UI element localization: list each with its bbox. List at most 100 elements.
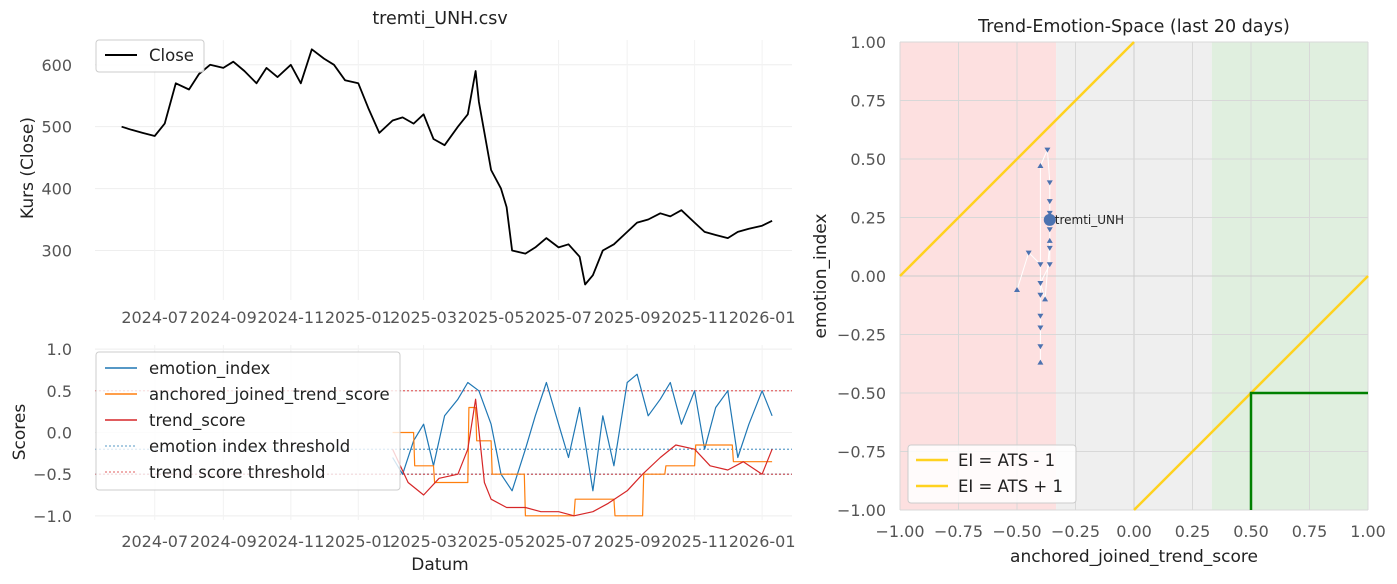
trend-emotion-trail-path (1016, 149, 1051, 363)
legend-label-emotion-index: emotion_index (149, 359, 271, 379)
price-y-axis-label: Kurs (Close) (18, 117, 38, 219)
scores-x-axis-label: Datum (411, 555, 469, 575)
price-x-tick-label: 2025-05 (458, 308, 525, 327)
price-x-tick-label: 2025-01 (325, 308, 392, 327)
scores-line-anchored-joined-trend-score (392, 406, 773, 517)
scores-x-tick-label: 2024-11 (257, 532, 324, 551)
trend-emotion-y-tick-label: 1.00 (850, 33, 886, 52)
price-y-tick-label: 400 (41, 180, 72, 199)
scores-x-tick-label: 2024-09 (190, 532, 257, 551)
scores-legend: emotion_index anchored_joined_trend_scor… (95, 351, 401, 491)
price-y-tick-label: 500 (41, 118, 72, 137)
scores-x-tick-label: 2025-09 (594, 532, 661, 551)
price-panel: tremti_UNH.csv Kurs (Close) 300 400 500 600… (18, 9, 796, 327)
trend-emotion-trail-point (1037, 163, 1044, 169)
price-x-tick-label: 2024-07 (121, 308, 188, 327)
trend-emotion-trail-point (1046, 245, 1053, 251)
scores-x-tick-label: 2025-03 (390, 532, 457, 551)
price-line-close (121, 48, 773, 286)
scores-series (95, 373, 792, 517)
trend-emotion-y-tick-label: −0.50 (837, 384, 886, 403)
trend-emotion-trail: tremti_UNH (1014, 147, 1124, 365)
trend-emotion-trail-point (1042, 296, 1049, 302)
scores-y-ticks: −1.0 −0.5 0.0 0.5 1.0 (33, 340, 72, 526)
trend-emotion-y-tick-label: 0.00 (850, 267, 886, 286)
price-grid (95, 40, 792, 300)
trend-emotion-x-tick-label: −1.00 (875, 522, 924, 541)
price-x-tick-label: 2025-07 (525, 308, 592, 327)
scores-y-tick-label: 1.0 (47, 340, 72, 359)
trend-emotion-x-tick-label: −0.50 (992, 522, 1041, 541)
trend-emotion-trail-point (1014, 287, 1020, 293)
trend-emotion-trail-point (1046, 237, 1053, 243)
trend-emotion-trail-point (1046, 227, 1053, 233)
legend-label-ei-minus: EI = ATS - 1 (958, 451, 1055, 470)
trend-emotion-x-tick-label: 0.00 (1116, 522, 1152, 541)
trend-emotion-trail-point (1037, 325, 1044, 331)
scores-panel: Scores Datum −1.0−0.50.00.51.0 2024-07 20… (10, 340, 796, 575)
scores-y-tick-label: 0.5 (47, 382, 72, 401)
scores-y-tick-label: −0.5 (33, 465, 72, 484)
trend-emotion-x-tick-label: −0.25 (1051, 522, 1100, 541)
scores-legend-box (95, 351, 401, 491)
trend-emotion-legend-box (907, 444, 1077, 504)
scores-x-tick-label: 2025-05 (458, 532, 525, 551)
price-chart-title: tremti_UNH.csv (372, 9, 507, 29)
scores-x-tick-label: 2024-07 (121, 532, 188, 551)
price-x-tick-label: 2026-01 (729, 308, 796, 327)
price-x-tick-label: 2024-11 (257, 308, 324, 327)
trend-emotion-trail-point (1046, 210, 1053, 216)
trend-emotion-y-tick-label: 0.50 (850, 150, 886, 169)
trend-emotion-y-tick-label: 0.75 (850, 92, 886, 111)
trend-emotion-y-axis-label: emotion_index (811, 214, 831, 339)
scores-y-tick-label: −1.0 (33, 507, 72, 526)
scores-y-tick-label: 0.0 (47, 424, 72, 443)
price-y-tick-label: 600 (41, 56, 72, 75)
price-x-tick-label: 2025-03 (390, 308, 457, 327)
trend-emotion-x-axis-label: anchored_joined_trend_score (1010, 547, 1258, 567)
price-y-tick-label: 300 (41, 241, 72, 260)
price-x-tick-label: 2025-11 (661, 308, 728, 327)
trend-emotion-target-box (1249, 391, 1368, 510)
legend-label-emotion-threshold: emotion index threshold (149, 437, 350, 456)
trend-emotion-lines (899, 41, 1369, 511)
trend-emotion-y-tick-label: −0.75 (837, 443, 886, 462)
price-x-tick-label: 2024-09 (190, 308, 257, 327)
scores-y-axis-label: Scores (10, 404, 30, 461)
trend-emotion-current-label: tremti_UNH (1055, 213, 1124, 227)
scores-x-tick-label: 2025-07 (525, 532, 592, 551)
trend-emotion-x-ticks: −1.00 −0.75 −0.50 −0.25 0.00 0.25 0.50 0.75 1.00 (875, 522, 1385, 541)
trend-emotion-trail-point (1044, 147, 1051, 153)
trend-emotion-x-tick-label: −0.75 (934, 522, 983, 541)
price-series (121, 48, 773, 286)
trend-emotion-trail-point (1037, 292, 1044, 298)
legend-label-trend-score: trend_score (149, 411, 246, 431)
trend-emotion-x-tick-label: 0.25 (1175, 522, 1211, 541)
price-legend: Close (95, 39, 205, 73)
legend-label-anchored-trend: anchored_joined_trend_score (149, 385, 390, 405)
trend-emotion-trail-point (1046, 180, 1053, 186)
price-legend-box (95, 39, 205, 73)
trend-emotion-trail-point (1046, 262, 1053, 268)
legend-label-trend-threshold: trend score threshold (149, 463, 326, 482)
legend-label-ei-plus: EI = ATS + 1 (958, 477, 1063, 496)
price-x-tick-label: 2025-09 (594, 308, 661, 327)
scores-x-tick-label: 2025-01 (325, 532, 392, 551)
trend-emotion-trail-point (1037, 262, 1044, 268)
trend-emotion-y-tick-label: 0.25 (850, 209, 886, 228)
trend-emotion-x-tick-label: 0.50 (1233, 522, 1269, 541)
trend-emotion-current-point (1043, 213, 1056, 226)
trend-emotion-trail-point (1025, 250, 1032, 256)
legend-label-close: Close (149, 46, 194, 65)
trend-emotion-trail-point (1037, 313, 1044, 319)
trend-emotion-y-tick-label: −0.25 (837, 326, 886, 345)
trend-emotion-line-ei-ats-1 (899, 41, 1135, 277)
trend-emotion-trail-point (1037, 344, 1044, 350)
trend-emotion-panel: tremti_UNH Trend-Emotion-Space (last 20 … (811, 17, 1386, 567)
trend-emotion-y-tick-label: −1.00 (837, 501, 886, 520)
trend-emotion-trail-point (1046, 199, 1053, 205)
scores-x-tick-label: 2025-11 (661, 532, 728, 551)
